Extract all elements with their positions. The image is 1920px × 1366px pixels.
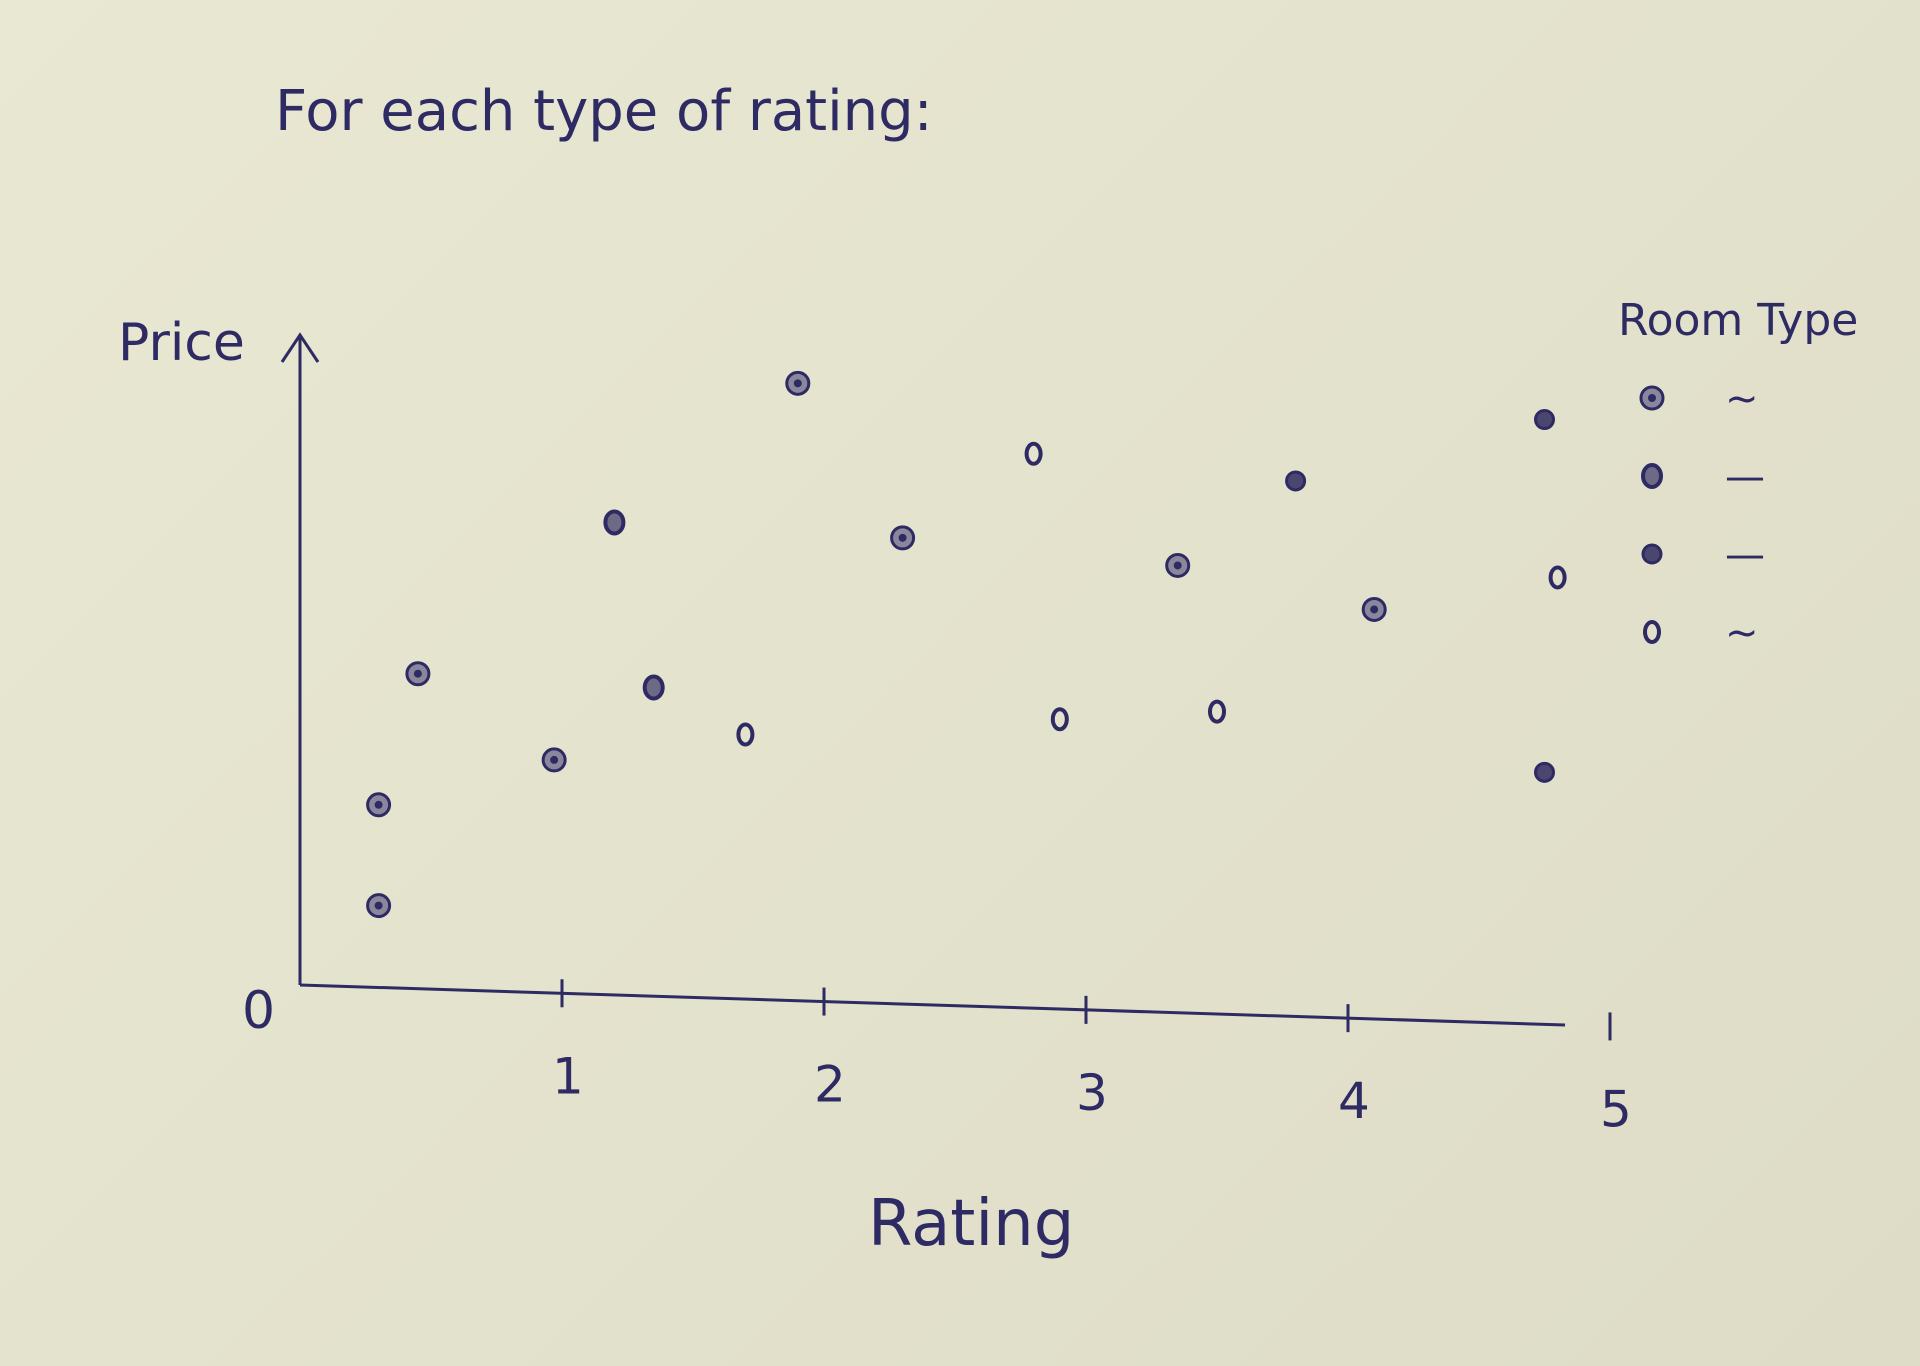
legend: Room Type ~ — — ~ (1618, 295, 1858, 656)
origin-label: 0 (242, 981, 275, 1041)
legend-label: ~ (1725, 376, 1759, 422)
legend-label: — (1725, 532, 1765, 578)
marker-shape (1050, 707, 1069, 732)
marker-shape (1285, 470, 1307, 492)
marker-shape (1534, 409, 1555, 431)
marker-shape (736, 722, 755, 747)
data-points (366, 370, 1567, 919)
marker-shape (1208, 699, 1226, 724)
legend-label: ~ (1725, 610, 1759, 656)
data-point (736, 722, 755, 747)
legend-marker (1639, 385, 1665, 411)
marker-shape (1024, 441, 1043, 466)
marker-shape (603, 509, 626, 536)
data-point (1534, 761, 1555, 783)
legend-entries: ~ — — ~ (1639, 376, 1765, 656)
legend-marker (1643, 620, 1661, 644)
data-point (1534, 409, 1555, 431)
marker-shape (1641, 543, 1663, 565)
marker-dot (413, 669, 422, 678)
marker-dot (898, 533, 907, 542)
axes (280, 332, 1566, 1027)
legend-marker (1641, 543, 1663, 565)
legend-marker (1641, 463, 1663, 489)
marker-dot (1370, 605, 1379, 614)
y-axis-label: Price (118, 313, 245, 373)
marker-shape (642, 674, 665, 701)
marker-dot (1173, 561, 1182, 570)
marker-shape (1548, 565, 1567, 590)
x-axis-line (299, 983, 1566, 1027)
x-axis-ticks: 1 2 3 4 5 (552, 979, 1632, 1138)
data-point (1361, 596, 1387, 622)
x-tick-label: 5 (1600, 1080, 1632, 1138)
marker-dot (1648, 394, 1656, 402)
data-point (603, 509, 626, 536)
chart-heading: For each type of rating: (275, 79, 933, 144)
data-point (366, 792, 392, 818)
legend-label: — (1725, 454, 1765, 500)
x-tick-label: 1 (552, 1047, 584, 1105)
marker-dot (374, 901, 383, 910)
x-tick-label: 4 (1338, 1072, 1370, 1130)
data-point (785, 370, 811, 396)
marker-shape (1534, 761, 1555, 783)
data-point (1285, 470, 1307, 492)
legend-title: Room Type (1618, 295, 1858, 346)
marker-shape (1641, 463, 1663, 489)
data-point (1050, 707, 1069, 732)
data-point (890, 525, 916, 551)
data-point (541, 747, 567, 773)
y-axis-arrow (280, 332, 320, 363)
marker-shape (1643, 620, 1661, 644)
data-point (366, 893, 392, 919)
marker-dot (550, 755, 559, 764)
x-tick-label: 2 (814, 1056, 846, 1114)
x-axis-label: Rating (868, 1187, 1074, 1261)
data-point (1208, 699, 1226, 724)
data-point (642, 674, 665, 701)
x-tick-label: 3 (1076, 1064, 1108, 1122)
marker-dot (374, 800, 383, 809)
data-point (405, 661, 431, 687)
data-point (1024, 441, 1043, 466)
marker-dot (793, 379, 802, 388)
data-point (1165, 552, 1191, 578)
data-point (1548, 565, 1567, 590)
